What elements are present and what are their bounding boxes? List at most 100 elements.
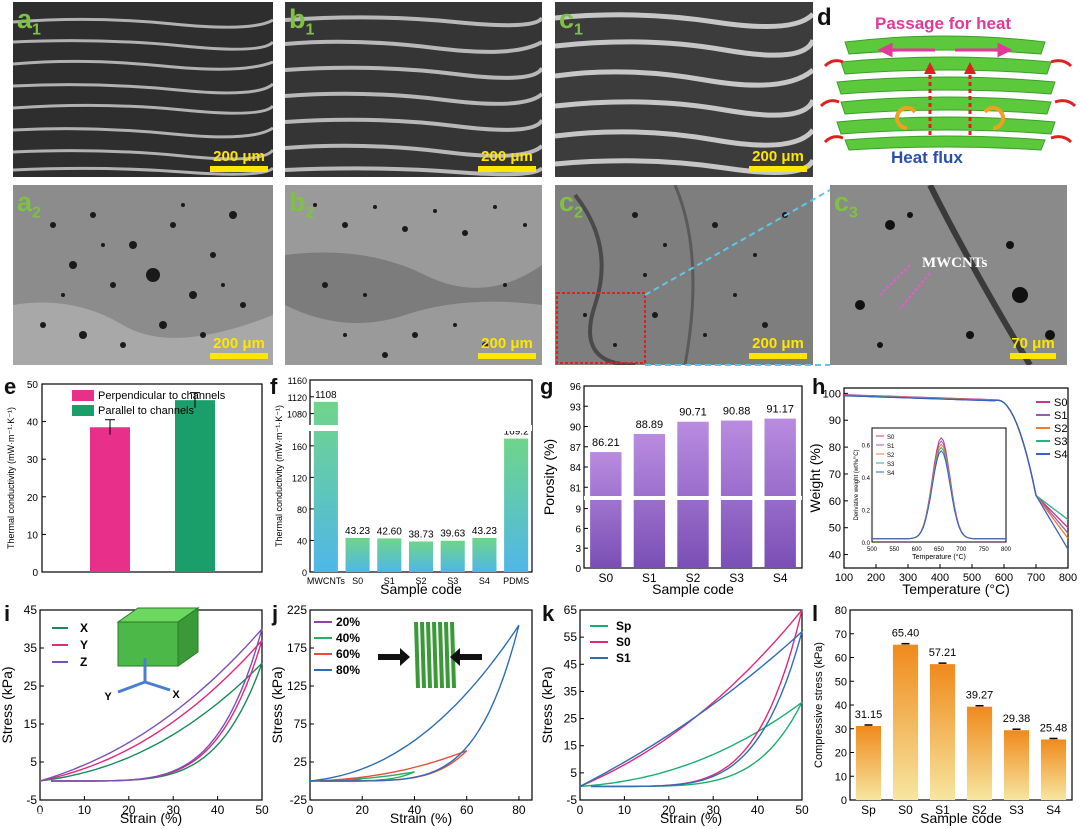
y-tick-label: 40 [829, 550, 841, 562]
inset-x-tick-label: 600 [912, 547, 923, 553]
x-tick-label: 30 [707, 803, 721, 817]
heat-flow-diagram [819, 35, 1077, 151]
bar-0 [90, 427, 130, 572]
data-label: 57.21 [929, 647, 957, 659]
data-label: 1108 [315, 390, 337, 401]
zoom-connector-lines [644, 189, 831, 366]
x-axis-label: Strain (%) [120, 810, 182, 826]
inset-x-tick-label: 650 [934, 547, 945, 553]
y-tick-label: 6 [575, 524, 581, 535]
x-tick-label: S3 [1009, 803, 1024, 817]
panel-label-a2: a2 [17, 187, 41, 222]
inset-y-tick-label: 0.0 [862, 541, 871, 547]
plot-frame [309, 609, 533, 801]
y-tick-label: 10 [27, 530, 39, 541]
sem-image-c2: c2 200 μm [555, 185, 813, 365]
panel-label-f: f [270, 374, 278, 399]
data-label: 31.15 [855, 709, 883, 721]
data-label: 90.88 [723, 406, 751, 418]
y-tick-label: 20 [27, 493, 39, 504]
y-tick-label: 70 [835, 629, 847, 641]
x-tick-label: 600 [995, 572, 1013, 584]
chart-i: 0 10 20 30 40 50 -5 5 15 25 35 45 Stress (kPa) Strain… [0, 603, 269, 826]
bar-S4 [472, 537, 497, 572]
x-tick-label: 20 [356, 803, 370, 817]
y-tick-label: 5 [570, 766, 577, 780]
y-tick-label: 55 [564, 630, 578, 644]
y-tick-label: 25 [294, 755, 308, 769]
x-tick-label: S4 [773, 571, 788, 585]
y-axis-label: Stress (kPa) [0, 666, 15, 743]
sem-image-b1: b1 200 μm [285, 2, 542, 177]
break-band [310, 425, 532, 431]
y-tick-label: 90 [829, 415, 841, 427]
legend-label-S0: S0 [1054, 397, 1067, 409]
y-tick-label: 65 [564, 603, 578, 617]
x-tick-label: S0 [898, 803, 913, 817]
inset-legend-label: S0 [887, 435, 895, 441]
y-tick-label: 35 [564, 684, 578, 698]
sample-fiber [420, 621, 426, 689]
x-tick-label: S1 [642, 571, 657, 585]
y-tick-label: 80 [835, 605, 847, 617]
x-tick-label: 40 [751, 803, 765, 817]
sem-image-b2: b2 200 μm [285, 185, 542, 365]
bar-S2 [408, 541, 434, 572]
data-label: 25.48 [1040, 722, 1068, 734]
data-label: 29.38 [1003, 713, 1031, 725]
x-axis-label: Temperature (°C) [902, 581, 1010, 597]
scale-bar-b1: 200 μm [478, 148, 536, 172]
x-tick-label: 0 [577, 803, 584, 817]
panel-label-c1: c1 [559, 4, 583, 39]
plot-frame [843, 387, 1069, 569]
legend-label-60%: 60% [336, 647, 360, 661]
x-tick-label: S3 [447, 576, 458, 586]
axis-arrow-y [117, 680, 146, 694]
bar-S3 [1003, 730, 1030, 800]
x-tick-label: 500 [963, 572, 981, 584]
scale-bar-c3: 70 μm [1010, 335, 1056, 359]
chart-j: 0 20 40 60 80 -25 25 75 125 175 225 Stress (kPa) Str… [270, 603, 533, 826]
inset-y-axis-label: Derivative weight (wt%/°C) [854, 449, 860, 520]
bar-PDMS [504, 438, 529, 572]
y-tick-label: 93 [570, 402, 582, 413]
inset-x-tick-label: 800 [1001, 547, 1012, 553]
inset-x-tick-label: 700 [956, 547, 967, 553]
data-label: 39.63 [440, 529, 465, 540]
inset-legend-label: S4 [887, 471, 895, 477]
legend-label-S1: S1 [1054, 410, 1067, 422]
scale-bar-a2: 200 μm [210, 335, 268, 359]
inset-y-tick-label: 0.6 [862, 443, 871, 449]
sem-image-c1: c1 200 μm [555, 2, 813, 177]
y-tick-label: 1120 [288, 393, 307, 403]
inset-series-S4 [872, 450, 1006, 540]
sample-fiber [444, 621, 450, 689]
x-tick-label: 800 [1059, 572, 1077, 584]
x-tick-label: 0 [307, 803, 314, 817]
scale-bar-b2: 200 μm [478, 335, 536, 359]
plot-frame [41, 383, 263, 573]
x-tick-label: 80 [512, 803, 526, 817]
y-tick-label: 25 [564, 712, 578, 726]
compression-arrow-left [378, 648, 410, 666]
x-tick-label: MWCNTs [307, 576, 345, 586]
inset-x-tick-label: 500 [867, 547, 878, 553]
bar-S2 [677, 421, 709, 568]
y-tick-label: 80 [297, 505, 307, 515]
y-tick-label: 60 [835, 653, 847, 665]
watermark-text: 大数跨境 [4, 810, 60, 826]
y-tick-label: 175 [287, 641, 307, 655]
chart-h: 100 200 300 400 500 600 700 800 40 50 60 70 80 90 100 W… [810, 387, 1077, 597]
panel-label-b2: b2 [289, 187, 315, 222]
panel-label-k: k [542, 601, 555, 626]
x-axis-label: Sample code [920, 810, 1002, 826]
x-tick-label: 40 [211, 803, 225, 817]
y-tick-label: 25 [24, 679, 38, 693]
x-tick-label: 400 [931, 572, 949, 584]
bar-S1 [377, 538, 402, 572]
sample-fiber [438, 621, 444, 689]
legend-label-S2: S2 [1054, 423, 1067, 435]
axis-label-x: X [172, 689, 180, 701]
axis-arrow-x [144, 680, 171, 692]
porous-texture-b2 [285, 185, 542, 365]
